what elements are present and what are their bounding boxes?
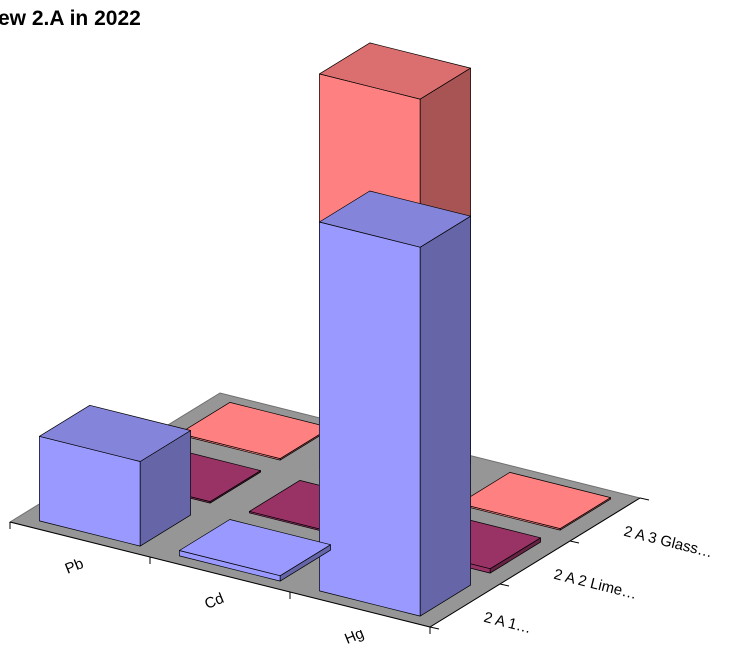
bar-top-face [319, 190, 471, 248]
bar-top-face [459, 472, 611, 529]
series-label-1: 2 A 1… [482, 609, 533, 637]
chart-title: ew 2.A in 2022 [0, 7, 141, 30]
bar-pb-series-1 [39, 404, 191, 547]
series-axis-tick [499, 583, 510, 587]
series-axis-tick [639, 497, 650, 501]
series-label-3: 2 A 3 Glass… [622, 523, 714, 561]
category-label-pb: Pb [63, 555, 86, 578]
category-label-hg: Hg [342, 625, 366, 648]
bar-front-face [319, 221, 421, 617]
category-label-cd: Cd [202, 590, 226, 613]
category-axis-line [9, 521, 431, 628]
series-label-2: 2 A 2 Lime… [552, 566, 639, 603]
bar-top-face [179, 519, 331, 577]
series-axis-line [429, 497, 641, 628]
chart-bars-layer [39, 42, 611, 617]
bar-cd-series-1 [179, 519, 331, 582]
bar-top-face [319, 42, 471, 100]
series-axis-tick [569, 540, 580, 544]
bar-side-face [419, 215, 471, 617]
bar-hg-series-1 [319, 190, 471, 617]
bar-top-face [39, 404, 191, 462]
bar-hg-series-3 [459, 472, 611, 531]
series-axis-tick [429, 626, 440, 630]
